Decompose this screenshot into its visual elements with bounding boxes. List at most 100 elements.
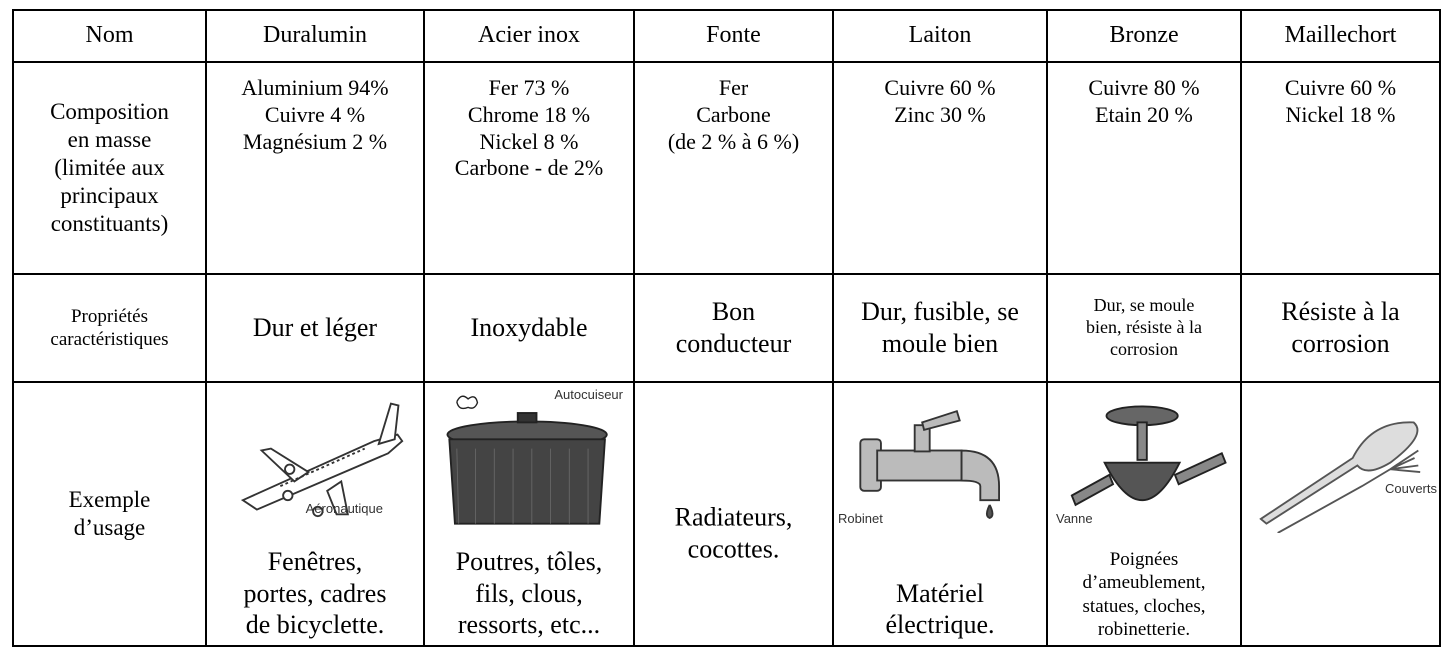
text-line: principaux xyxy=(60,183,159,209)
text-line: Composition xyxy=(50,98,169,124)
header-cell: Nom xyxy=(12,9,207,63)
text-line: Bon xyxy=(711,297,756,327)
text-line: robinetterie. xyxy=(1097,618,1191,640)
text-line: Poutres, tôles, xyxy=(455,546,603,576)
image-caption: Autocuiseur xyxy=(554,387,623,402)
image-caption: Couverts xyxy=(1384,481,1437,496)
header-cell: Fonte xyxy=(633,9,834,63)
usage-text: Poutres, tôles, fils, clous, ressorts, etc… xyxy=(425,546,633,641)
cell: Résiste à la corrosion xyxy=(1240,273,1441,383)
text-line: corrosion xyxy=(1291,329,1390,358)
cell: Autocuiseur Poutres, tôles, fils, clous, re… xyxy=(423,381,635,647)
text-line: Exemple xyxy=(68,486,151,512)
text-line: bien, résiste à la xyxy=(1086,317,1202,338)
text-line: Cuivre 80 % xyxy=(1088,75,1200,100)
cell: Dur et léger xyxy=(205,273,425,383)
usage-text: Fenêtres, portes, cadres de bicyclette. xyxy=(207,546,423,641)
text-line: conducteur xyxy=(675,329,792,358)
drawing xyxy=(240,402,404,518)
cell: Bon conducteur xyxy=(633,273,834,383)
text-line: en masse xyxy=(67,126,152,152)
header-cell: Maillechort xyxy=(1240,9,1441,63)
drawing xyxy=(1259,421,1421,534)
cell: Cuivre 60 % Nickel 18 % xyxy=(1240,61,1441,275)
cell: Couverts xyxy=(1240,381,1441,647)
text-line: Cuivre 4 % xyxy=(264,101,366,127)
image-caption: Aéronautique xyxy=(305,501,383,516)
text-line: Nickel 8 % xyxy=(479,128,579,154)
text-line: Chrome 18 % xyxy=(467,101,591,127)
text-line: Poignées xyxy=(1109,549,1179,571)
header-cell: Acier inox xyxy=(423,9,635,63)
illustration xyxy=(834,383,1046,533)
cell: Cuivre 80 % Etain 20 % xyxy=(1046,61,1242,275)
drawing xyxy=(859,409,1000,519)
usage-text: Matériel électrique. xyxy=(834,578,1046,641)
body-row: Composition en masse (limitée aux principau… xyxy=(12,61,1441,275)
text-line: d’ameublement, xyxy=(1082,572,1206,594)
text-line: (limitée aux xyxy=(54,154,165,180)
usage-text: Poignées d’ameublement, statues, cloches, r… xyxy=(1048,548,1240,641)
drawing xyxy=(446,395,608,525)
text-line: cocottes. xyxy=(687,534,780,564)
text-line: Zinc 30 % xyxy=(894,101,986,127)
cell: Inoxydable xyxy=(423,273,635,383)
body-row: Exemple d’usage Aéronautique Fenêtres, porte… xyxy=(12,381,1441,647)
text-line: Matériel xyxy=(895,578,985,608)
illustration xyxy=(1242,383,1439,534)
text-line: caractéristiques xyxy=(50,329,169,350)
text-line: statues, cloches, xyxy=(1082,595,1206,617)
cell: Vanne Poignées d’ameublement, statues, cloc… xyxy=(1046,381,1242,647)
cell: Aéronautique Fenêtres, portes, cadres de bi… xyxy=(205,381,425,647)
table-body: Nom Duralumin Acier inox Fonte Laiton Bronze M… xyxy=(12,9,1441,647)
text-line: Etain 20 % xyxy=(1095,101,1193,127)
cell: Robinet Matériel électrique. xyxy=(832,381,1048,647)
header-cell: Duralumin xyxy=(205,9,425,63)
text-line: Magnésium 2 % xyxy=(242,128,388,154)
text-line: Carbone xyxy=(696,101,771,127)
text-line: moule bien xyxy=(881,329,999,358)
illustration xyxy=(207,383,423,533)
text-line: fils, clous, xyxy=(475,578,583,608)
text-line: Fer 73 % xyxy=(488,75,570,100)
body-row: Propriétés caractéristiques Dur et léger In… xyxy=(12,273,1441,383)
text-line: Dur et léger xyxy=(252,313,378,343)
usage-text: Radiateurs, cocottes. xyxy=(635,501,832,564)
text-line: Propriétés xyxy=(70,305,149,327)
row-label: Composition en masse (limitée aux principau… xyxy=(12,61,207,275)
text-line: électrique. xyxy=(885,610,995,640)
cell: Dur, fusible, se moule bien xyxy=(832,273,1048,383)
text-line: Résiste à la xyxy=(1281,297,1400,327)
cell: Aluminium 94% Cuivre 4 % Magnésium 2 % xyxy=(205,61,425,275)
header-row: Nom Duralumin Acier inox Fonte Laiton Bronze M… xyxy=(12,9,1441,63)
alloy-table: Nom Duralumin Acier inox Fonte Laiton Bronze M… xyxy=(12,9,1441,647)
text-line: Radiateurs, xyxy=(674,502,793,532)
text-line: ressorts, etc... xyxy=(457,610,601,640)
text-line: corrosion xyxy=(1110,338,1178,359)
text-line: Carbone - de 2% xyxy=(454,155,604,181)
row-label: Propriétés caractéristiques xyxy=(12,273,207,383)
cell: Dur, se moule bien, résiste à la corrosion xyxy=(1046,273,1242,383)
text-line: de bicyclette. xyxy=(245,610,385,640)
text-line: Fenêtres, xyxy=(267,546,363,576)
illustration xyxy=(1048,383,1240,533)
text-line: Inoxydable xyxy=(470,313,588,343)
text-line: (de 2 % à 6 %) xyxy=(667,128,800,154)
text-line: Dur, se moule xyxy=(1093,295,1195,316)
text-line: Nickel 18 % xyxy=(1285,101,1396,127)
drawing xyxy=(1070,405,1227,507)
text-line: Cuivre 60 % xyxy=(884,75,996,100)
text-line: Fer xyxy=(718,75,749,100)
text-line: constituants) xyxy=(50,211,169,237)
cell: Radiateurs, cocottes. xyxy=(633,381,834,647)
image-caption: Vanne xyxy=(1056,511,1093,526)
header-cell: Laiton xyxy=(832,9,1048,63)
text-line: Dur, fusible, se xyxy=(861,297,1019,327)
text-line: Cuivre 60 % xyxy=(1284,75,1397,100)
illustration xyxy=(425,383,633,533)
header-cell: Bronze xyxy=(1046,9,1242,63)
text-line: Aluminium 94% xyxy=(241,75,389,100)
text-line: d’usage xyxy=(73,515,146,540)
row-label: Exemple d’usage xyxy=(12,381,207,647)
